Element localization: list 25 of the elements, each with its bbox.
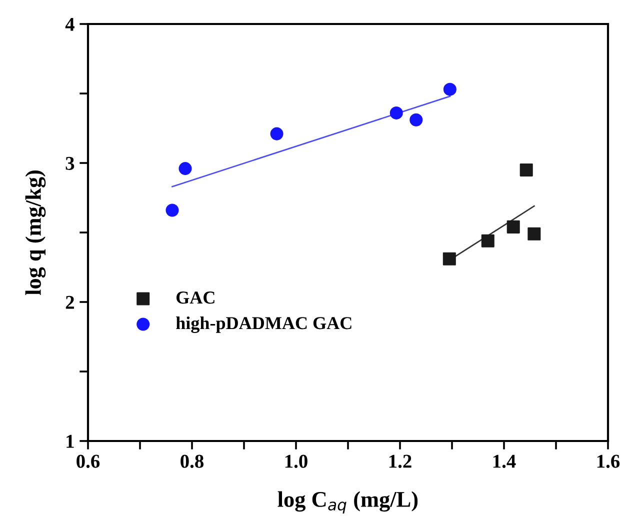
y-tick-label: 1 bbox=[66, 434, 74, 448]
point bbox=[166, 204, 179, 217]
point bbox=[443, 82, 456, 96]
point bbox=[390, 106, 403, 120]
y-tick-label: 4 bbox=[65, 18, 74, 31]
point bbox=[442, 252, 456, 266]
legend-label: GAC bbox=[176, 292, 214, 304]
x-tick-label: 0.8 bbox=[180, 454, 204, 468]
y-tick-label: 3 bbox=[66, 156, 74, 170]
point bbox=[178, 162, 192, 176]
x-axis-title: log C$_{aq}$ (mg/L) bbox=[278, 491, 418, 514]
point bbox=[270, 127, 284, 140]
y-tick-label: 2 bbox=[66, 296, 74, 309]
y-axis-title: log q (mg/kg) bbox=[25, 170, 46, 296]
point bbox=[520, 163, 533, 176]
x-tick-label: 0.6 bbox=[76, 454, 100, 468]
point bbox=[481, 234, 494, 248]
x-tick-label: 1.2 bbox=[389, 454, 412, 468]
point bbox=[528, 227, 541, 240]
x-tick-label: 1.6 bbox=[597, 454, 620, 468]
legend-label: high-pDADMAC GAC bbox=[176, 316, 352, 334]
x-tick-label: 1.4 bbox=[493, 454, 516, 468]
point bbox=[506, 220, 520, 234]
x-tick-label: 1.0 bbox=[285, 454, 308, 468]
point bbox=[410, 113, 423, 126]
